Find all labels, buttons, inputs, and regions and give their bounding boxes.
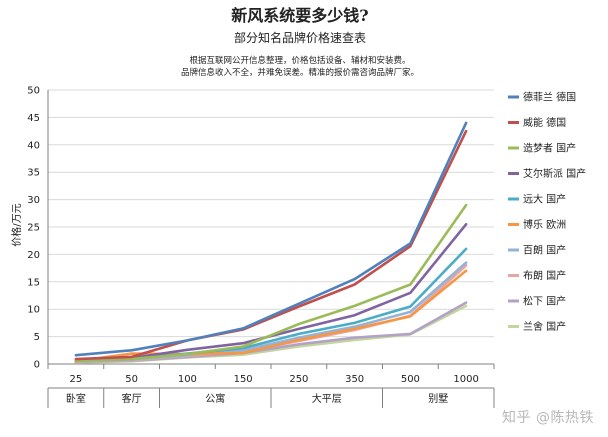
x-group-label: 客厅 bbox=[122, 392, 142, 405]
watermark: 知乎 @陈热铁 bbox=[502, 410, 594, 426]
legend-label: 松下 国产 bbox=[523, 295, 566, 308]
x-tick-label: 50 bbox=[125, 374, 138, 385]
legend-label: 兰舍 国产 bbox=[523, 320, 566, 333]
legend-label: 远大 国产 bbox=[523, 193, 566, 206]
y-tick-label: 45 bbox=[27, 113, 40, 124]
legend-label: 百朗 国产 bbox=[523, 244, 566, 257]
x-tick-label: 25 bbox=[70, 374, 83, 385]
y-axis-label: 价格/万元 bbox=[10, 203, 23, 246]
y-tick-label: 10 bbox=[27, 305, 40, 316]
legend-label: 艾尔斯派 国产 bbox=[523, 167, 586, 180]
x-tick-label: 500 bbox=[401, 374, 420, 385]
y-tick-label: 0 bbox=[34, 360, 40, 371]
series-line bbox=[74, 203, 468, 363]
legend-label: 造梦者 国产 bbox=[523, 142, 576, 155]
x-group-label: 大平层 bbox=[312, 392, 342, 405]
x-group-label: 卧室 bbox=[66, 392, 86, 405]
x-group-label: 别墅 bbox=[428, 393, 448, 405]
series-line bbox=[74, 129, 468, 361]
y-tick-label: 35 bbox=[27, 168, 40, 179]
y-tick-label: 5 bbox=[34, 332, 40, 343]
legend-label: 布朗 国产 bbox=[523, 269, 566, 282]
chart-subtitle: 部分知名品牌价格速查表 bbox=[234, 30, 366, 45]
x-tick-label: 100 bbox=[178, 374, 197, 385]
chart-note-2: 品牌信息收入不全，并难免误差。精准的报价需咨询品牌厂家。 bbox=[181, 67, 419, 78]
legend-label: 博乐 欧洲 bbox=[523, 218, 566, 231]
x-tick-label: 350 bbox=[345, 374, 364, 385]
x-group-label: 公寓 bbox=[205, 392, 225, 405]
series-line bbox=[74, 121, 468, 357]
x-tick-label: 1000 bbox=[453, 374, 478, 385]
legend-label: 威能 德国 bbox=[523, 116, 566, 129]
y-tick-label: 20 bbox=[27, 250, 40, 261]
chart-note-1: 根据互联网公开信息整理，价格包括设备、辅材和安装费。 bbox=[189, 55, 410, 66]
legend-label: 德菲兰 德国 bbox=[523, 91, 576, 104]
chart-title: 新风系统要多少钱? bbox=[231, 6, 368, 25]
y-tick-label: 15 bbox=[27, 277, 40, 288]
y-tick-label: 30 bbox=[27, 195, 40, 206]
y-tick-label: 25 bbox=[27, 223, 40, 234]
x-tick-label: 250 bbox=[289, 374, 308, 385]
x-tick-label: 150 bbox=[234, 374, 253, 385]
y-tick-label: 50 bbox=[27, 86, 40, 97]
y-tick-label: 40 bbox=[27, 140, 40, 151]
